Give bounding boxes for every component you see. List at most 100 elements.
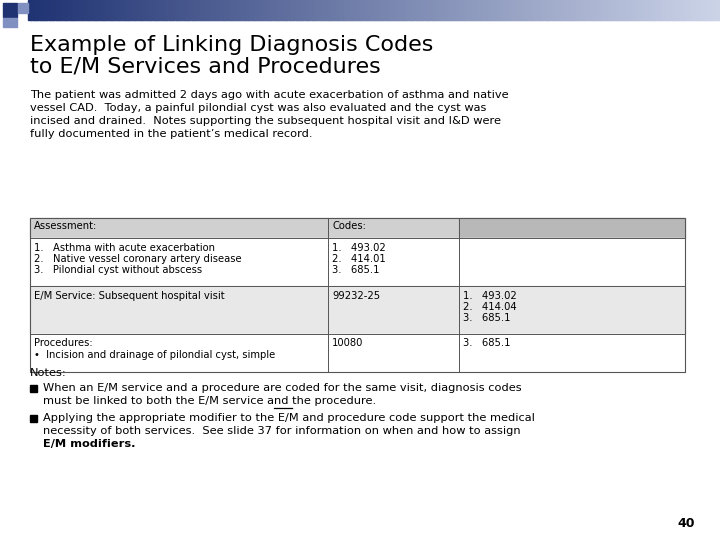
Bar bbox=[208, 0, 211, 20]
Bar bbox=[37, 0, 40, 20]
Bar bbox=[534, 0, 536, 20]
Text: 99232-25: 99232-25 bbox=[332, 291, 380, 301]
Bar bbox=[482, 0, 486, 20]
Bar bbox=[498, 0, 502, 20]
Bar bbox=[448, 0, 451, 20]
Text: E/M Service: Subsequent hospital visit: E/M Service: Subsequent hospital visit bbox=[34, 291, 225, 301]
Bar bbox=[381, 0, 384, 20]
Bar bbox=[651, 0, 654, 20]
Bar bbox=[626, 0, 629, 20]
Bar bbox=[708, 0, 712, 20]
Bar bbox=[670, 0, 672, 20]
Bar bbox=[409, 0, 412, 20]
Bar bbox=[644, 0, 647, 20]
Bar bbox=[420, 0, 423, 20]
Text: vessel CAD.  Today, a painful pilondial cyst was also evaluated and the cyst was: vessel CAD. Today, a painful pilondial c… bbox=[30, 103, 487, 113]
Bar bbox=[365, 0, 368, 20]
Bar bbox=[194, 0, 197, 20]
Bar bbox=[90, 0, 94, 20]
Bar bbox=[475, 0, 479, 20]
Bar bbox=[480, 0, 483, 20]
Bar bbox=[139, 0, 142, 20]
Bar bbox=[360, 0, 364, 20]
Bar bbox=[662, 0, 665, 20]
Bar bbox=[206, 0, 209, 20]
Bar bbox=[582, 0, 585, 20]
Bar bbox=[180, 0, 184, 20]
Bar bbox=[143, 0, 147, 20]
Bar bbox=[354, 0, 356, 20]
Bar bbox=[565, 0, 569, 20]
Bar bbox=[312, 0, 315, 20]
Bar bbox=[517, 0, 521, 20]
Text: Example of Linking Diagnosis Codes: Example of Linking Diagnosis Codes bbox=[30, 35, 433, 55]
Bar bbox=[339, 0, 343, 20]
Bar bbox=[178, 0, 181, 20]
Bar bbox=[130, 0, 132, 20]
Bar bbox=[711, 0, 714, 20]
Bar bbox=[120, 0, 124, 20]
Bar bbox=[690, 0, 693, 20]
Bar bbox=[450, 0, 454, 20]
Bar bbox=[268, 0, 271, 20]
Bar bbox=[166, 0, 170, 20]
Bar bbox=[672, 0, 675, 20]
Text: 3.   685.1: 3. 685.1 bbox=[463, 338, 510, 348]
Bar bbox=[30, 415, 37, 422]
Bar bbox=[459, 218, 685, 238]
Text: The patient was admitted 2 days ago with acute exacerbation of asthma and native: The patient was admitted 2 days ago with… bbox=[30, 90, 508, 100]
Bar bbox=[490, 0, 492, 20]
Bar bbox=[496, 0, 500, 20]
Text: 2.   414.04: 2. 414.04 bbox=[463, 302, 517, 312]
Bar bbox=[683, 0, 686, 20]
Bar bbox=[174, 0, 176, 20]
Bar bbox=[588, 0, 592, 20]
Bar bbox=[554, 0, 557, 20]
Bar bbox=[600, 0, 603, 20]
Text: to E/M Services and Procedures: to E/M Services and Procedures bbox=[30, 57, 381, 77]
Bar bbox=[229, 0, 232, 20]
Bar bbox=[30, 238, 459, 286]
Text: 1.   493.02: 1. 493.02 bbox=[463, 291, 517, 301]
Bar bbox=[400, 0, 402, 20]
Bar bbox=[630, 0, 634, 20]
Bar bbox=[457, 0, 460, 20]
Bar bbox=[351, 0, 354, 20]
Bar bbox=[561, 0, 564, 20]
Bar bbox=[444, 0, 446, 20]
Bar bbox=[231, 0, 234, 20]
Bar bbox=[618, 0, 622, 20]
Bar bbox=[261, 0, 264, 20]
Bar bbox=[344, 0, 347, 20]
Bar bbox=[192, 0, 195, 20]
Bar bbox=[176, 0, 179, 20]
Bar bbox=[122, 0, 126, 20]
Bar bbox=[95, 0, 98, 20]
Bar bbox=[65, 0, 68, 20]
Bar bbox=[102, 0, 105, 20]
Text: 2.   414.01: 2. 414.01 bbox=[332, 254, 386, 264]
Bar bbox=[291, 0, 294, 20]
Bar bbox=[404, 0, 408, 20]
Bar bbox=[614, 0, 617, 20]
Bar bbox=[53, 0, 57, 20]
Bar bbox=[646, 0, 649, 20]
Bar bbox=[32, 0, 36, 20]
Bar bbox=[199, 0, 202, 20]
Bar bbox=[155, 0, 158, 20]
Bar bbox=[275, 0, 278, 20]
Bar bbox=[168, 0, 172, 20]
Bar bbox=[330, 0, 333, 20]
Bar bbox=[35, 0, 38, 20]
Bar bbox=[272, 0, 276, 20]
Bar bbox=[145, 0, 149, 20]
Bar bbox=[245, 0, 248, 20]
Bar bbox=[478, 0, 481, 20]
Bar bbox=[150, 0, 153, 20]
Bar bbox=[256, 0, 260, 20]
Bar bbox=[459, 334, 685, 372]
Text: Notes:: Notes: bbox=[30, 368, 67, 378]
Bar bbox=[388, 0, 391, 20]
Bar bbox=[418, 0, 421, 20]
Bar bbox=[681, 0, 684, 20]
